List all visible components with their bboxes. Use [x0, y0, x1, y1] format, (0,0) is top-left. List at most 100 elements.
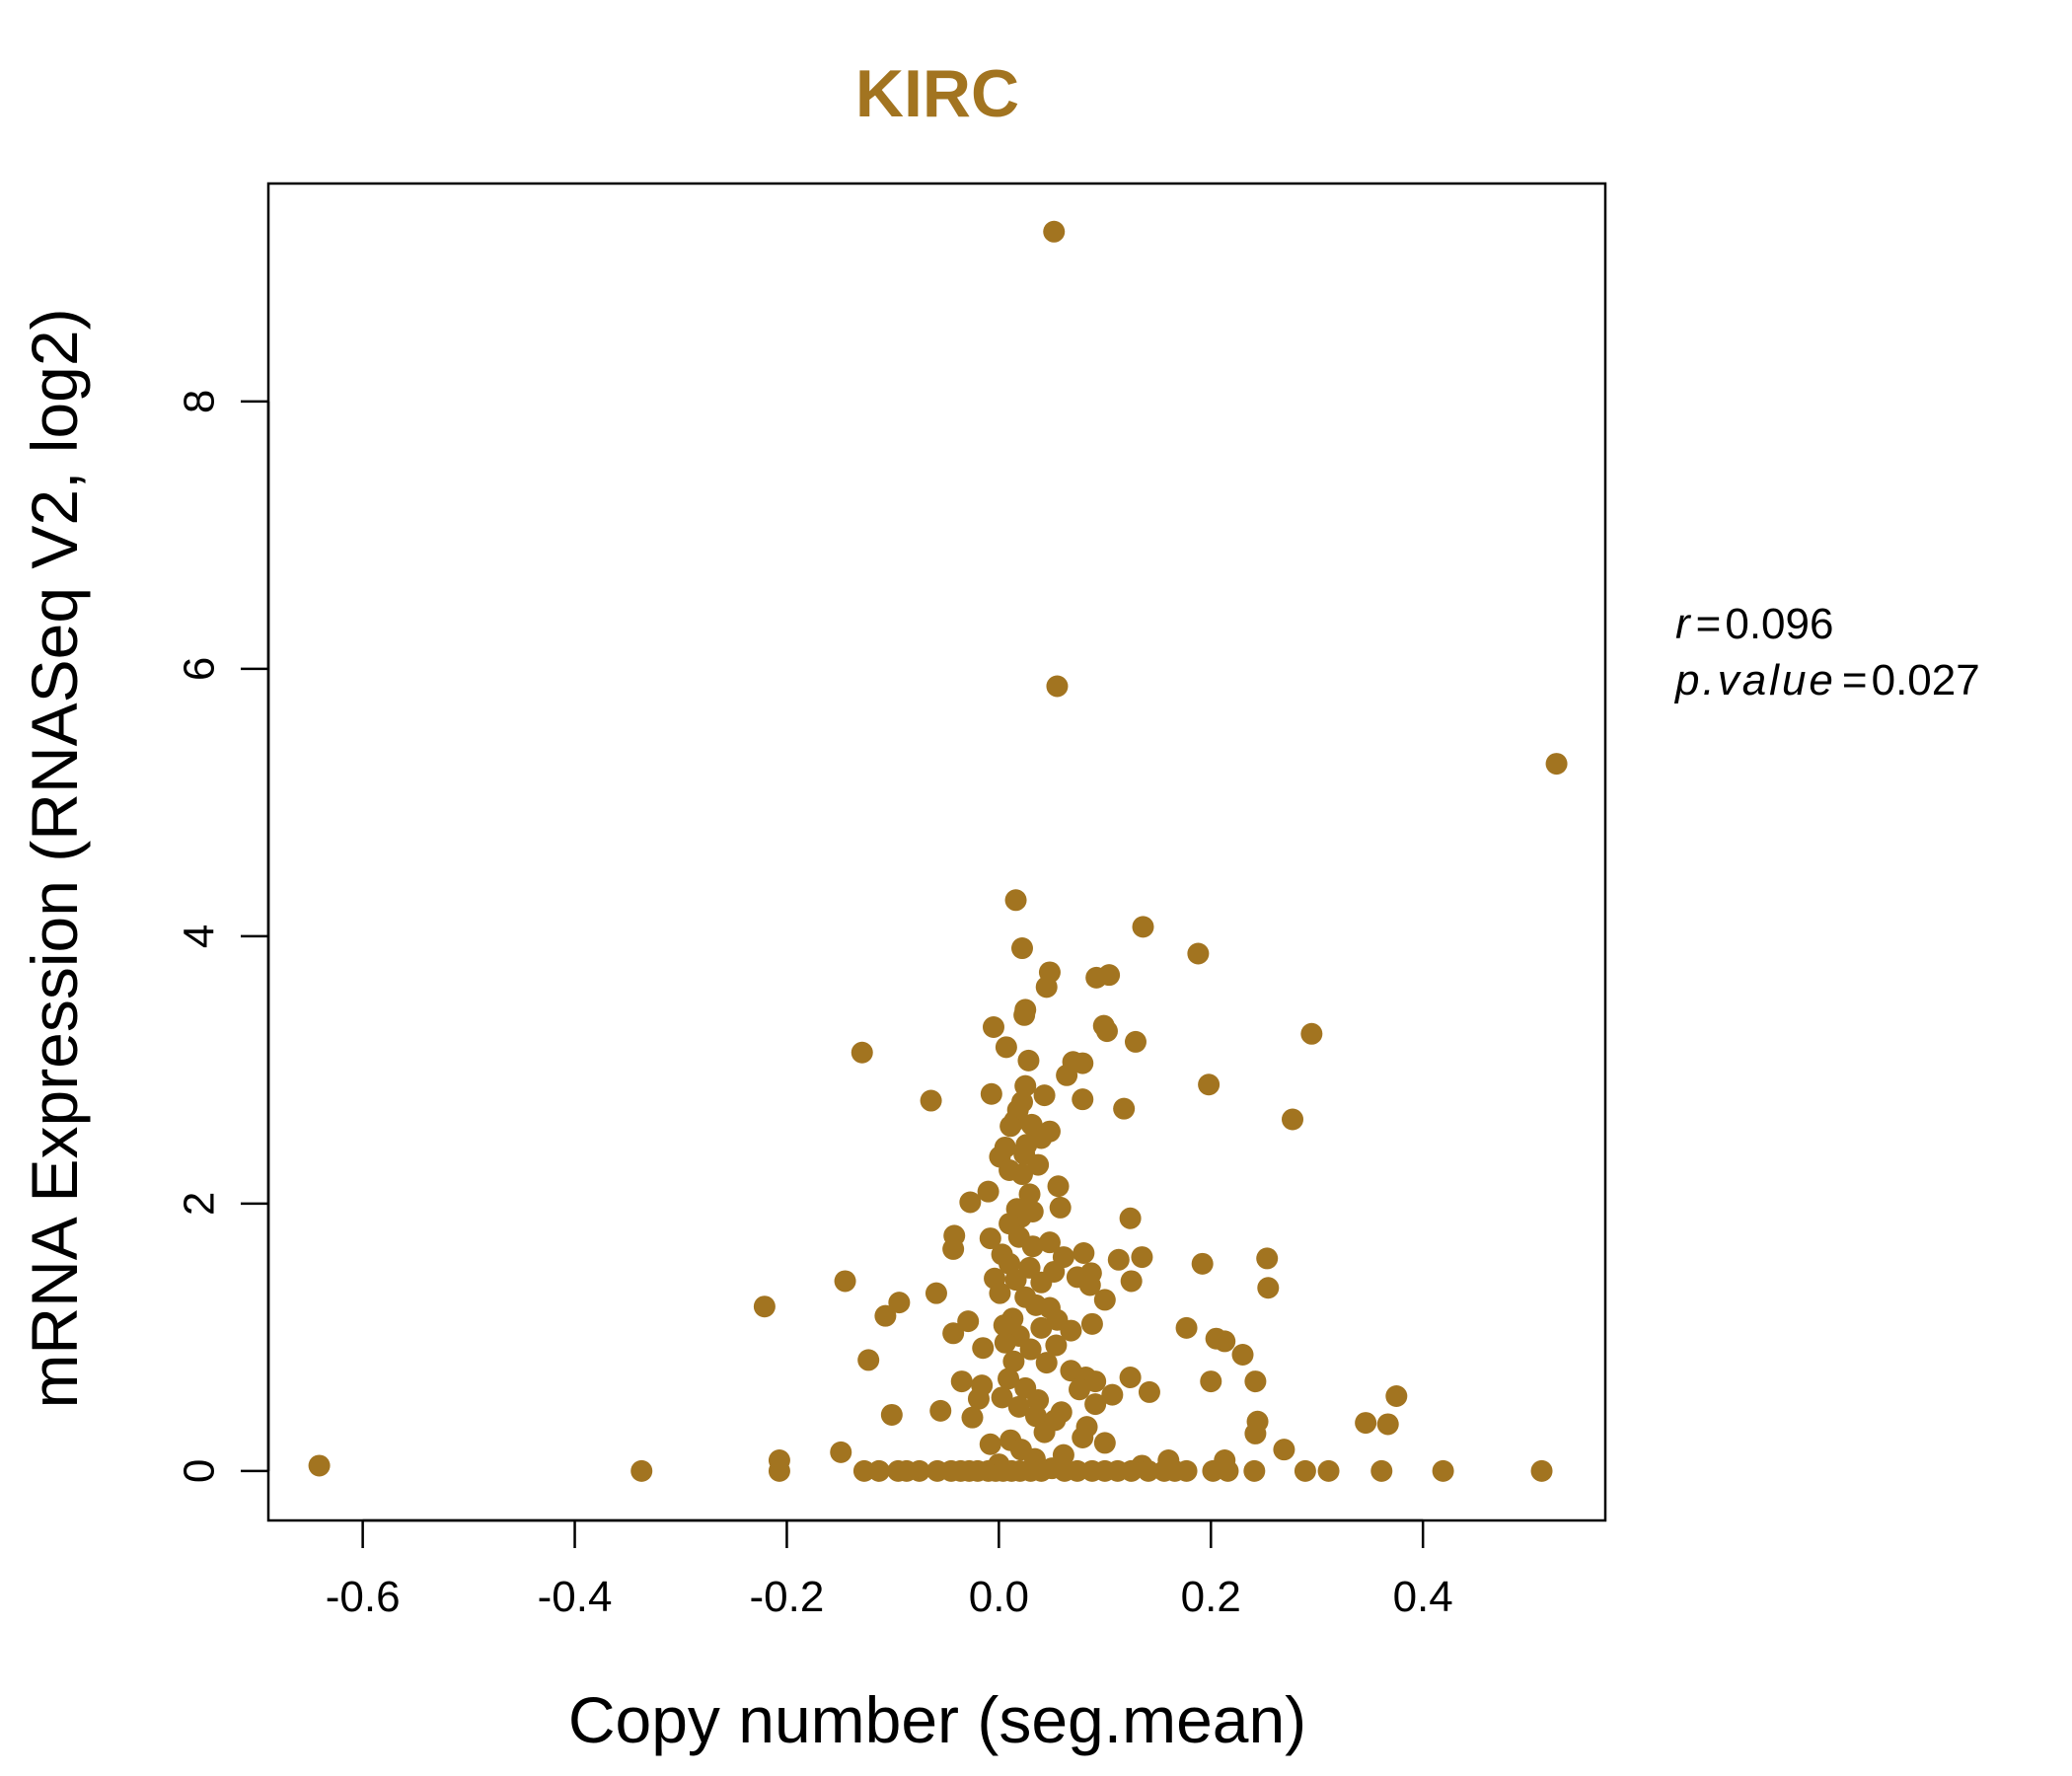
- data-point-106: [1231, 1343, 1254, 1366]
- data-point-26: [1033, 1084, 1056, 1107]
- data-point-78: [1030, 1271, 1053, 1294]
- data-point-147: [830, 1441, 852, 1463]
- data-point-142: [1244, 1422, 1267, 1444]
- data-point-16: [1300, 1022, 1323, 1045]
- data-point-4: [1132, 916, 1154, 938]
- data-point-65: [1131, 1246, 1153, 1269]
- data-point-82: [989, 1282, 1011, 1304]
- data-point-20: [1017, 1049, 1040, 1072]
- y-tick-label-2: 4: [176, 925, 224, 948]
- data-point-50: [1049, 1196, 1072, 1219]
- data-point-18: [995, 1036, 1017, 1059]
- data-point-160: [867, 1459, 890, 1482]
- data-point-129: [929, 1399, 952, 1422]
- data-point-49: [959, 1191, 982, 1214]
- data-point-6: [1011, 937, 1034, 960]
- data-point-157: [630, 1459, 653, 1482]
- p-value: 0.027: [1872, 656, 1980, 704]
- data-point-163: [908, 1459, 930, 1482]
- data-point-182: [1137, 1459, 1159, 1482]
- data-point-28: [1072, 1088, 1094, 1111]
- data-point-46: [1047, 1175, 1070, 1198]
- data-point-121: [1138, 1380, 1160, 1403]
- x-tick-label-3: 0.0: [969, 1573, 1029, 1621]
- data-point-126: [1027, 1389, 1050, 1412]
- data-point-3: [1004, 889, 1027, 912]
- data-point-105: [1019, 1338, 1042, 1361]
- data-point-114: [998, 1368, 1020, 1390]
- data-point-104: [972, 1337, 995, 1360]
- y-tick-label-1: 2: [176, 1192, 224, 1216]
- data-point-87: [753, 1295, 776, 1318]
- y-tick-label-3: 6: [176, 657, 224, 681]
- data-point-188: [1243, 1459, 1266, 1482]
- data-point-159: [852, 1459, 875, 1482]
- data-point-190: [1317, 1459, 1340, 1482]
- data-point-120: [1069, 1378, 1091, 1401]
- data-point-154: [308, 1454, 331, 1477]
- data-point-128: [1007, 1395, 1030, 1418]
- x-tick-label-2: -0.2: [750, 1573, 825, 1621]
- data-point-191: [1370, 1459, 1393, 1482]
- data-point-80: [1257, 1277, 1280, 1299]
- data-point-53: [1119, 1207, 1142, 1229]
- data-point-143: [1093, 1432, 1116, 1454]
- data-point-193: [1530, 1459, 1553, 1482]
- correlation-stat: r =0.096: [1675, 600, 1833, 648]
- r-equals: =: [1696, 600, 1722, 648]
- data-point-19: [851, 1041, 873, 1064]
- data-point-109: [1035, 1352, 1058, 1374]
- r-label: r: [1675, 600, 1692, 648]
- x-tick-label-1: -0.4: [538, 1573, 613, 1621]
- data-point-31: [1113, 1097, 1136, 1120]
- data-point-2: [1545, 753, 1568, 776]
- data-point-117: [1244, 1370, 1267, 1393]
- data-point-101: [1214, 1330, 1236, 1353]
- data-point-92: [957, 1310, 980, 1333]
- data-point-102: [994, 1331, 1016, 1354]
- data-point-98: [942, 1322, 965, 1345]
- data-point-45: [1011, 1163, 1034, 1186]
- data-point-139: [1072, 1426, 1094, 1448]
- data-point-181: [1120, 1459, 1143, 1482]
- y-axis-label: mRNA Expression (RNASeq V2, log2): [18, 308, 91, 1408]
- data-point-12: [1013, 1003, 1036, 1026]
- data-point-185: [1175, 1459, 1198, 1482]
- y-axis: 0 2 4 6 8: [176, 390, 270, 1483]
- r-value: 0.096: [1725, 600, 1833, 648]
- data-point-62: [1073, 1242, 1095, 1264]
- data-point-75: [1004, 1269, 1027, 1292]
- data-point-66: [1107, 1248, 1130, 1271]
- data-point-60: [942, 1237, 965, 1260]
- data-point-158: [768, 1459, 790, 1482]
- data-point-85: [888, 1292, 911, 1314]
- data-point-122: [1101, 1383, 1124, 1406]
- data-point-1: [1046, 675, 1069, 698]
- data-point-47: [977, 1180, 999, 1203]
- data-point-67: [1256, 1247, 1279, 1270]
- data-point-17: [1124, 1030, 1147, 1053]
- data-point-9: [1085, 966, 1108, 989]
- data-point-77: [834, 1270, 856, 1293]
- data-point-177: [1066, 1459, 1088, 1482]
- data-point-10: [1035, 976, 1058, 999]
- p-value-label: p.value: [1673, 656, 1836, 704]
- data-point-79: [1078, 1274, 1101, 1296]
- data-point-89: [874, 1304, 897, 1327]
- plot-frame: [266, 182, 1607, 1522]
- data-point-108: [1002, 1350, 1025, 1372]
- data-point-113: [1119, 1367, 1142, 1389]
- data-point-103: [1045, 1334, 1068, 1357]
- data-point-33: [1282, 1108, 1304, 1131]
- data-point-112: [950, 1370, 973, 1393]
- data-point-24: [1198, 1073, 1221, 1096]
- data-point-93: [1080, 1312, 1103, 1335]
- data-point-48: [1018, 1183, 1041, 1206]
- chart-title: KIRC: [855, 56, 1019, 131]
- data-point-125: [967, 1387, 990, 1410]
- data-point-0: [1043, 220, 1066, 243]
- data-point-76: [1120, 1270, 1143, 1293]
- data-point-61: [1021, 1235, 1044, 1258]
- data-point-29: [920, 1089, 942, 1112]
